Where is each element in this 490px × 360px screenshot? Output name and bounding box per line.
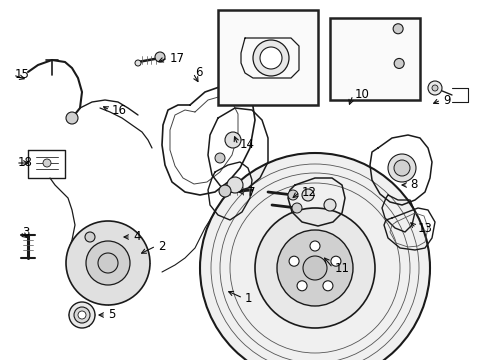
- Circle shape: [98, 253, 118, 273]
- Text: 1: 1: [245, 292, 252, 305]
- Circle shape: [66, 112, 78, 124]
- Circle shape: [225, 132, 241, 148]
- Circle shape: [85, 232, 95, 242]
- Text: 10: 10: [355, 89, 370, 102]
- Text: 17: 17: [170, 51, 185, 64]
- Text: 16: 16: [112, 104, 127, 117]
- Circle shape: [324, 199, 336, 211]
- Circle shape: [219, 185, 231, 197]
- Circle shape: [227, 177, 243, 193]
- Circle shape: [310, 241, 320, 251]
- Circle shape: [43, 159, 51, 167]
- Circle shape: [303, 256, 327, 280]
- Bar: [330, 18, 420, 100]
- Text: 13: 13: [418, 221, 433, 234]
- Text: 7: 7: [248, 185, 255, 198]
- Circle shape: [289, 256, 299, 266]
- Circle shape: [292, 203, 302, 213]
- Circle shape: [255, 208, 375, 328]
- Text: 4: 4: [133, 230, 141, 243]
- Circle shape: [277, 230, 353, 306]
- Text: 2: 2: [158, 239, 166, 252]
- Circle shape: [66, 221, 150, 305]
- Text: 12: 12: [302, 185, 317, 198]
- Circle shape: [388, 154, 416, 182]
- Text: 8: 8: [410, 179, 417, 192]
- Circle shape: [428, 81, 442, 95]
- Text: 14: 14: [240, 139, 255, 152]
- Circle shape: [215, 153, 225, 163]
- Circle shape: [155, 52, 165, 62]
- Circle shape: [297, 281, 307, 291]
- Text: 18: 18: [18, 157, 33, 170]
- Circle shape: [78, 311, 86, 319]
- Circle shape: [288, 190, 298, 200]
- Circle shape: [393, 24, 403, 34]
- Text: 9: 9: [443, 94, 450, 107]
- Circle shape: [253, 40, 289, 76]
- Text: 3: 3: [22, 225, 29, 238]
- Circle shape: [69, 302, 95, 328]
- Text: 6: 6: [195, 67, 202, 80]
- Circle shape: [394, 58, 404, 68]
- Circle shape: [200, 153, 430, 360]
- Circle shape: [323, 281, 333, 291]
- Circle shape: [135, 60, 141, 66]
- Circle shape: [74, 307, 90, 323]
- Text: 15: 15: [15, 68, 30, 81]
- Circle shape: [86, 241, 130, 285]
- Circle shape: [331, 256, 341, 266]
- Text: 11: 11: [335, 261, 350, 274]
- Circle shape: [302, 189, 314, 201]
- Bar: [218, 10, 318, 105]
- Circle shape: [260, 47, 282, 69]
- Text: 5: 5: [108, 309, 115, 321]
- Circle shape: [394, 160, 410, 176]
- Circle shape: [432, 85, 438, 91]
